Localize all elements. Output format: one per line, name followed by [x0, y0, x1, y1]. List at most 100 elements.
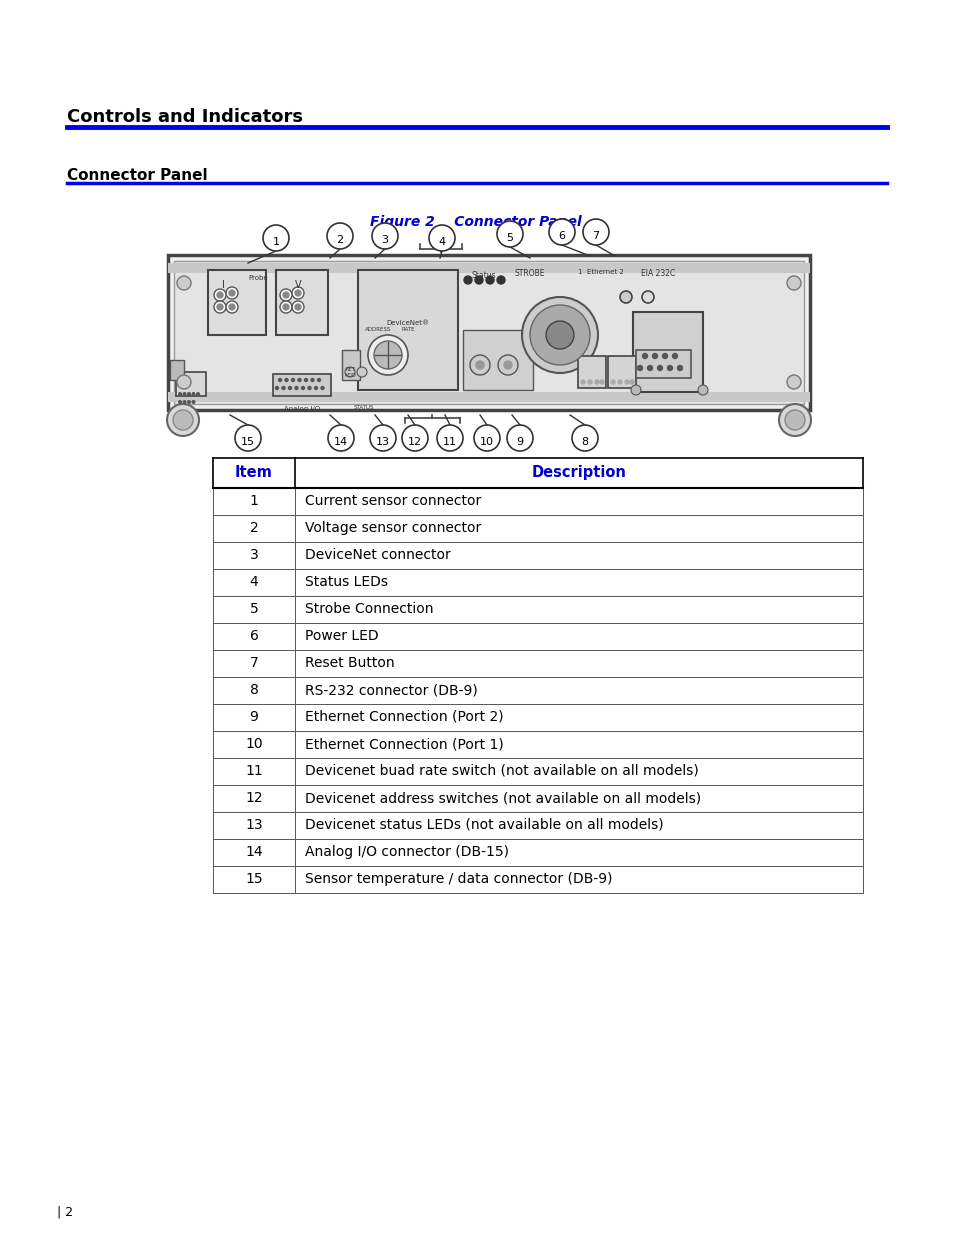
- Circle shape: [572, 425, 598, 451]
- Text: EIA 232C: EIA 232C: [640, 269, 675, 278]
- Circle shape: [587, 380, 592, 384]
- Circle shape: [327, 224, 353, 249]
- Circle shape: [786, 375, 801, 389]
- Circle shape: [314, 387, 317, 389]
- Circle shape: [641, 291, 654, 303]
- Circle shape: [234, 425, 261, 451]
- Circle shape: [177, 375, 191, 389]
- Circle shape: [178, 400, 181, 404]
- Circle shape: [580, 380, 584, 384]
- Circle shape: [599, 380, 603, 384]
- Circle shape: [213, 289, 226, 301]
- Text: 7: 7: [250, 656, 258, 671]
- Circle shape: [216, 291, 223, 298]
- Circle shape: [545, 321, 574, 350]
- Circle shape: [374, 341, 401, 369]
- Circle shape: [297, 378, 301, 382]
- Text: 6: 6: [558, 231, 565, 241]
- Text: Controls and Indicators: Controls and Indicators: [67, 107, 303, 126]
- Text: 13: 13: [245, 818, 262, 832]
- Text: 14: 14: [245, 845, 262, 860]
- Text: 10: 10: [479, 437, 494, 447]
- Circle shape: [503, 361, 512, 369]
- Text: Devicenet address switches (not available on all models): Devicenet address switches (not availabl…: [305, 790, 700, 805]
- Circle shape: [213, 301, 226, 312]
- Circle shape: [475, 275, 482, 284]
- Text: Strobe Connection: Strobe Connection: [305, 601, 433, 616]
- Bar: [275, 270, 328, 335]
- Text: 9: 9: [250, 710, 258, 724]
- Circle shape: [661, 353, 667, 358]
- Text: 1: 1: [273, 237, 279, 247]
- Text: 6: 6: [250, 629, 258, 643]
- Circle shape: [282, 387, 285, 389]
- Text: Probe: Probe: [248, 275, 268, 282]
- Circle shape: [667, 366, 672, 370]
- Circle shape: [356, 367, 367, 377]
- Bar: [341, 350, 359, 380]
- Text: Item: Item: [234, 466, 273, 480]
- Circle shape: [188, 400, 190, 404]
- Circle shape: [294, 304, 301, 310]
- Circle shape: [470, 354, 490, 375]
- Circle shape: [629, 380, 634, 384]
- Text: Description: Description: [531, 466, 626, 480]
- Text: Status LEDs: Status LEDs: [305, 576, 388, 589]
- Bar: [636, 350, 690, 378]
- Circle shape: [196, 393, 199, 395]
- Text: 4: 4: [438, 237, 445, 247]
- Text: 9: 9: [516, 437, 523, 447]
- Circle shape: [278, 378, 281, 382]
- Circle shape: [672, 353, 677, 358]
- Text: 7: 7: [592, 231, 598, 241]
- Text: RATE: RATE: [401, 327, 415, 332]
- Text: Status: Status: [471, 270, 496, 280]
- Text: 14: 14: [334, 437, 348, 447]
- Circle shape: [619, 291, 631, 303]
- Text: V: V: [294, 280, 301, 290]
- Circle shape: [476, 361, 483, 369]
- Circle shape: [292, 287, 304, 299]
- Circle shape: [463, 275, 472, 284]
- Circle shape: [647, 366, 652, 370]
- Text: 12: 12: [408, 437, 421, 447]
- Text: NET: NET: [345, 367, 355, 372]
- Bar: [357, 270, 457, 390]
- Bar: [208, 270, 266, 335]
- Circle shape: [372, 224, 397, 249]
- Circle shape: [226, 301, 237, 312]
- Circle shape: [280, 289, 292, 301]
- Text: Reset Button: Reset Button: [305, 656, 395, 671]
- Text: Devicenet status LEDs (not available on all models): Devicenet status LEDs (not available on …: [305, 818, 663, 832]
- Text: Ethernet Connection (Port 2): Ethernet Connection (Port 2): [305, 710, 503, 724]
- Circle shape: [637, 366, 641, 370]
- Text: Power LED: Power LED: [305, 629, 378, 643]
- Circle shape: [172, 410, 193, 430]
- Circle shape: [630, 385, 640, 395]
- Bar: [633, 312, 702, 391]
- Text: 5: 5: [250, 601, 258, 616]
- Circle shape: [497, 354, 517, 375]
- Bar: [170, 359, 184, 380]
- Circle shape: [294, 387, 297, 389]
- Bar: [168, 254, 809, 410]
- Text: 12: 12: [245, 790, 262, 805]
- Circle shape: [283, 304, 289, 310]
- Circle shape: [436, 425, 462, 451]
- Circle shape: [624, 380, 628, 384]
- Text: Analog I/O connector (DB-15): Analog I/O connector (DB-15): [305, 845, 509, 860]
- Bar: [273, 374, 331, 396]
- Text: ADDRESS: ADDRESS: [364, 327, 391, 332]
- Circle shape: [229, 304, 234, 310]
- Text: Figure 2    Connector Panel: Figure 2 Connector Panel: [370, 215, 581, 228]
- Circle shape: [304, 378, 307, 382]
- Circle shape: [167, 404, 199, 436]
- Text: 10: 10: [245, 737, 262, 751]
- Circle shape: [521, 296, 598, 373]
- Bar: [168, 391, 809, 403]
- Circle shape: [652, 353, 657, 358]
- Circle shape: [320, 387, 324, 389]
- Circle shape: [641, 353, 647, 358]
- Circle shape: [370, 425, 395, 451]
- Circle shape: [280, 301, 292, 312]
